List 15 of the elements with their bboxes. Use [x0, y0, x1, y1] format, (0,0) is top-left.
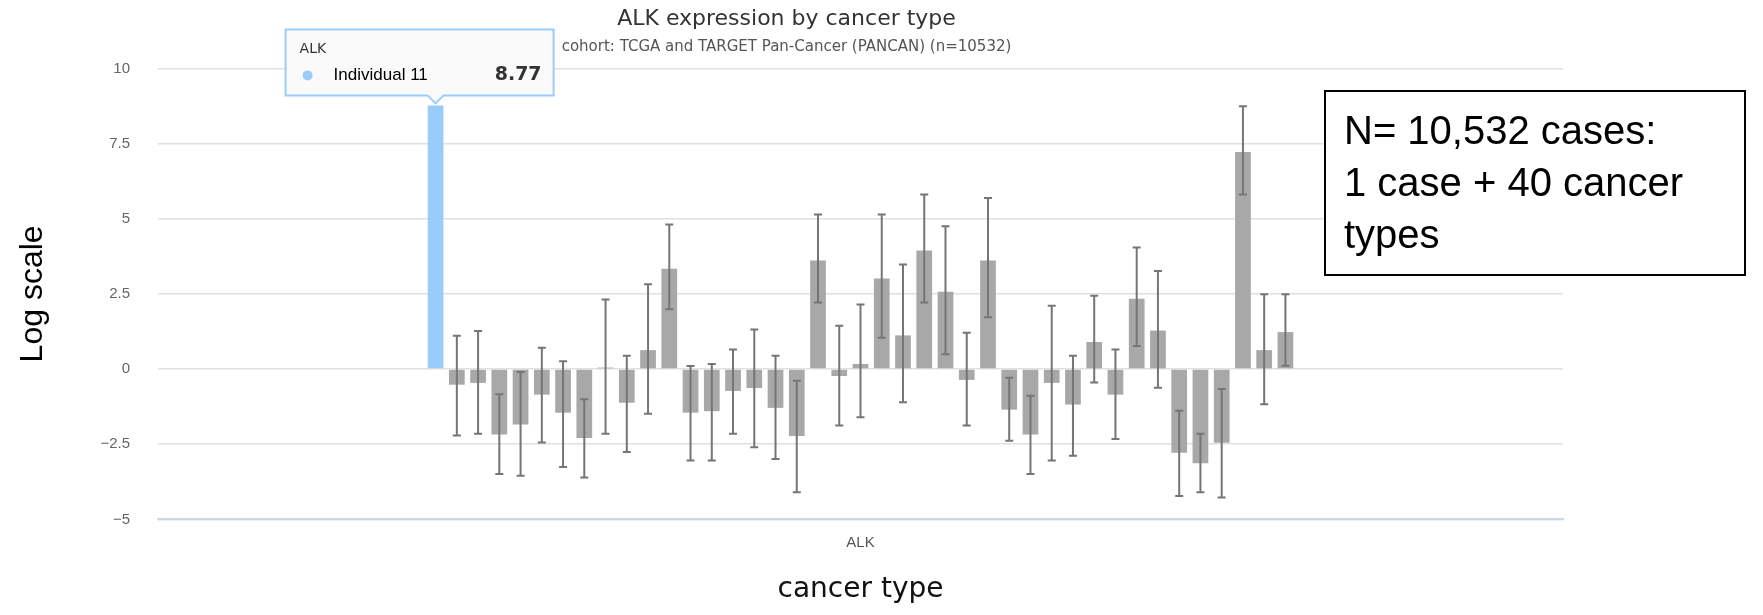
x-axis-title: cancer type [777, 571, 944, 605]
chart-subtitle: cohort: TCGA and TARGET Pan-Cancer (PANCAN) (n=10532) [561, 37, 1012, 56]
annotation: 8.77 [494, 62, 542, 85]
y-tick-label: 10 [113, 58, 131, 76]
y-tick-label: 5 [121, 208, 131, 226]
y-axis-title: Log scale [13, 225, 50, 363]
y-tick-label: −5 [112, 509, 131, 527]
legend-label: Individual 11 [333, 65, 428, 85]
y-tick-label: 2.5 [109, 284, 131, 302]
chart-title: ALK expression by cancer type [617, 4, 956, 30]
y-tick-label: 7.5 [109, 133, 131, 151]
category-label: ALK [299, 40, 327, 57]
text-frame: N= 10,532 cases: 1 case + 40 cancer types [1324, 90, 1746, 276]
y-tick-label: 0 [121, 359, 131, 377]
y-tick-label: −2.5 [100, 434, 131, 452]
